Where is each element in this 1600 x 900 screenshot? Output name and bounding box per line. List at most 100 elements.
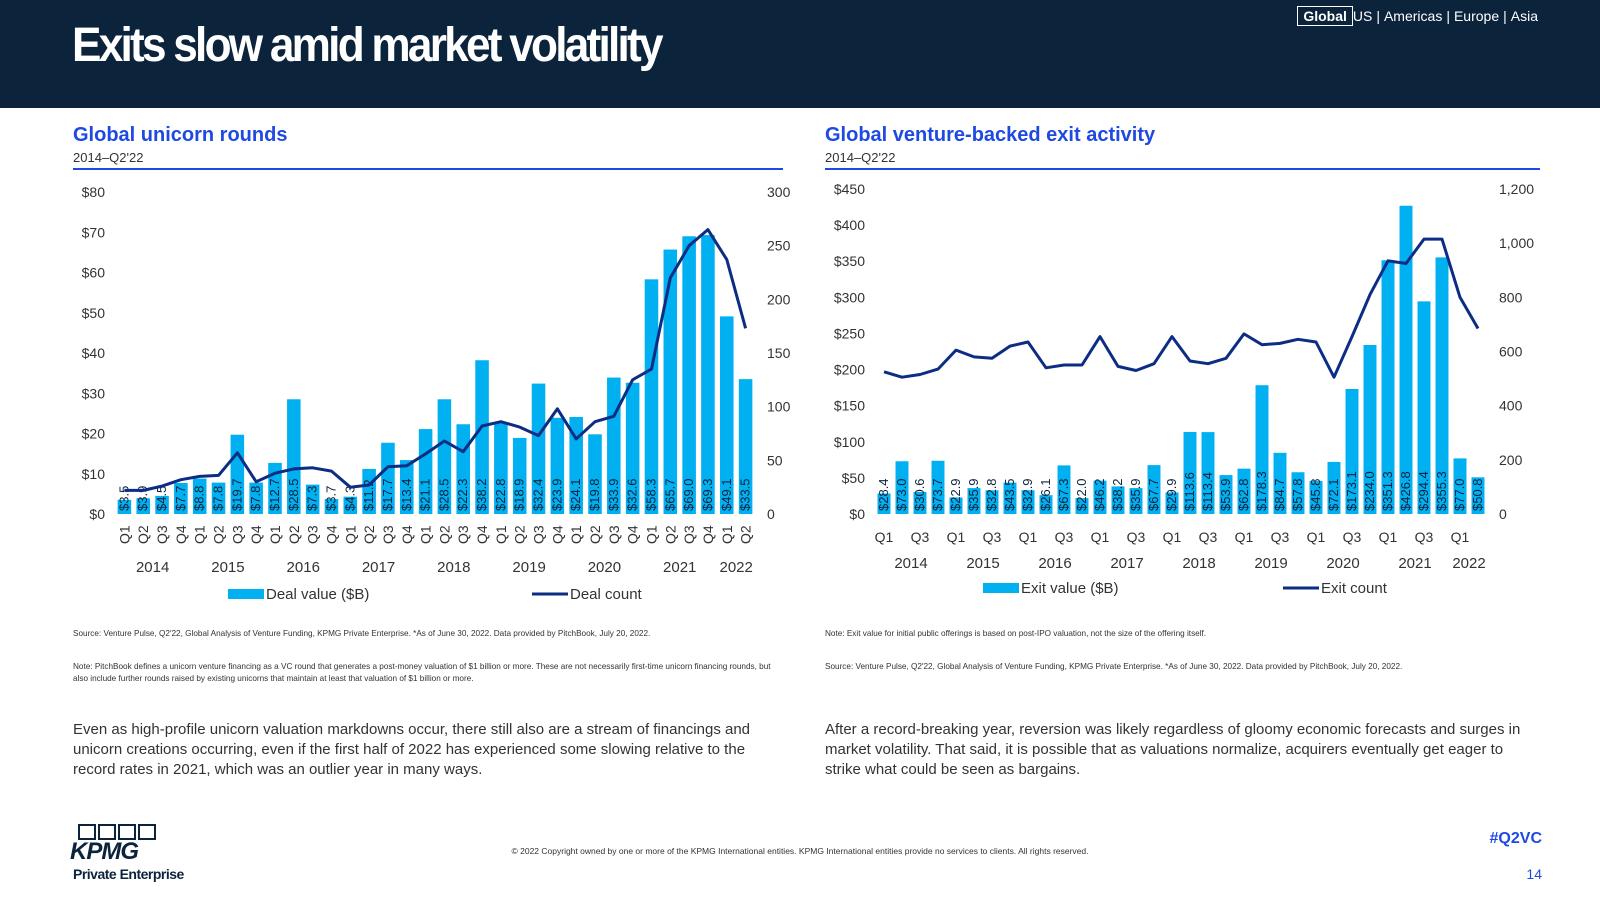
x-tick-label: Q3 (305, 525, 321, 544)
copyright-notice: © 2022 Copyright owned by one or more of… (511, 846, 1089, 856)
bar-data-label: $32.9 (1020, 478, 1035, 511)
bar-data-label: $49.1 (719, 478, 734, 511)
kpmg-wordmark: KPMG (70, 838, 139, 865)
private-enterprise-label: Private Enterprise (73, 866, 184, 882)
bar-data-label: $33.5 (738, 478, 753, 511)
y-left-tick-label: $350 (834, 253, 865, 269)
y-left-tick-label: $0 (89, 506, 105, 522)
bar-data-label: $4.3 (342, 486, 357, 511)
x-tick-label: Q2 (662, 525, 678, 544)
bar (682, 236, 696, 514)
bar-data-label: $19.8 (587, 478, 602, 511)
bar-data-label: $7.7 (173, 486, 188, 511)
nav-europe[interactable]: Europe (1453, 8, 1500, 24)
bar-data-label: $65.7 (662, 478, 677, 511)
y-right-tick-label: 150 (767, 345, 791, 361)
x-tick-label: Q2 (211, 525, 227, 544)
bar (324, 499, 339, 514)
bar-data-label: $32.8 (984, 478, 999, 511)
bar (1381, 260, 1395, 514)
y-left-tick-label: $150 (834, 398, 865, 414)
bar (1417, 301, 1431, 514)
x-year-label: 2020 (1326, 555, 1359, 572)
x-tick-label: Q1 (947, 529, 966, 545)
y-left-tick-label: $30 (82, 385, 106, 401)
bar-data-label: $19.7 (229, 478, 244, 511)
page-number: 14 (1526, 866, 1542, 882)
bar (913, 491, 927, 514)
bar-data-label: $234.0 (1362, 471, 1377, 511)
bar-data-label: $43.5 (1002, 478, 1017, 511)
right-exit-note: Note: Exit value for initial public offe… (825, 629, 1207, 638)
x-year-label: 2014 (894, 555, 927, 572)
legend-bar-swatch (983, 583, 1019, 593)
x-tick-label: Q3 (1127, 529, 1146, 545)
bar (949, 497, 963, 514)
y-right-tick-label: 1,200 (1499, 181, 1534, 197)
left-chart-title: Global unicorn rounds (73, 124, 288, 146)
bar-data-label: $3.7 (323, 486, 338, 511)
x-tick-label: Q1 (1451, 529, 1470, 545)
left-chart-rule (73, 168, 783, 170)
legend-bar-label: Deal value ($B) (266, 586, 369, 603)
bar-data-label: $7.3 (305, 486, 320, 511)
deal-count-line (883, 237, 1480, 379)
x-year-label: 2017 (1110, 555, 1143, 572)
x-year-label: 2015 (211, 559, 244, 576)
y-right-tick-label: 400 (1499, 398, 1523, 414)
x-tick-label: Q3 (1055, 529, 1074, 545)
bar (1255, 385, 1269, 514)
y-left-tick-label: $50 (842, 470, 866, 486)
x-tick-label: Q3 (606, 525, 622, 544)
right-commentary: After a record-breaking year, reversion … (825, 721, 1521, 778)
x-tick-label: Q2 (512, 525, 528, 544)
bar (967, 488, 981, 514)
nav-us[interactable]: US (1352, 8, 1373, 24)
bar (381, 442, 395, 514)
bar-data-label: $294.4 (1416, 471, 1431, 511)
legend-line-label: Exit count (1321, 580, 1388, 597)
bar (192, 478, 207, 514)
bar (1363, 345, 1377, 514)
bar (1183, 431, 1197, 514)
x-year-label: 2017 (362, 559, 395, 576)
bar-data-label: $67.7 (1146, 478, 1161, 511)
bar-data-label: $35.9 (966, 478, 981, 511)
x-year-label: 2014 (136, 559, 169, 576)
y-left-tick-label: $200 (834, 362, 865, 378)
bar (1399, 205, 1413, 514)
bar (895, 461, 909, 514)
bar (1237, 468, 1251, 514)
nav-americas[interactable]: Americas (1383, 8, 1443, 24)
x-year-label: 2022 (1452, 555, 1485, 572)
nav-asia[interactable]: Asia (1510, 8, 1538, 24)
y-right-tick-label: 300 (767, 184, 791, 200)
bar (136, 498, 151, 514)
left-commentary: Even as high-profile unicorn valuation m… (73, 721, 751, 778)
y-right-tick-label: 200 (767, 291, 791, 307)
x-year-label: 2016 (1038, 555, 1071, 572)
bar (644, 279, 659, 514)
nav-global[interactable]: Global (1297, 6, 1353, 26)
x-tick-label: Q2 (286, 525, 302, 544)
bar (174, 483, 188, 514)
bar (399, 460, 414, 514)
logo-squares-icon (78, 824, 156, 840)
x-year-label: 2021 (663, 559, 696, 576)
bar (1291, 472, 1305, 514)
bar (588, 434, 602, 514)
bar (1435, 257, 1449, 514)
region-nav: Global US | Americas | Europe | Asia (1297, 6, 1538, 26)
bar (569, 416, 583, 514)
x-tick-label: Q3 (154, 525, 170, 544)
bar (1021, 490, 1035, 514)
x-year-label: 2021 (1398, 555, 1431, 572)
bar-data-label: $3.5 (116, 486, 131, 511)
bar (877, 493, 891, 514)
bar (550, 417, 565, 514)
right-source-note: Source: Venture Pulse, Q2'22, Global Ana… (825, 662, 1403, 671)
x-year-label: 2022 (719, 559, 752, 576)
bar (343, 496, 358, 514)
bar (249, 482, 263, 514)
x-tick-label: Q2 (361, 525, 377, 544)
